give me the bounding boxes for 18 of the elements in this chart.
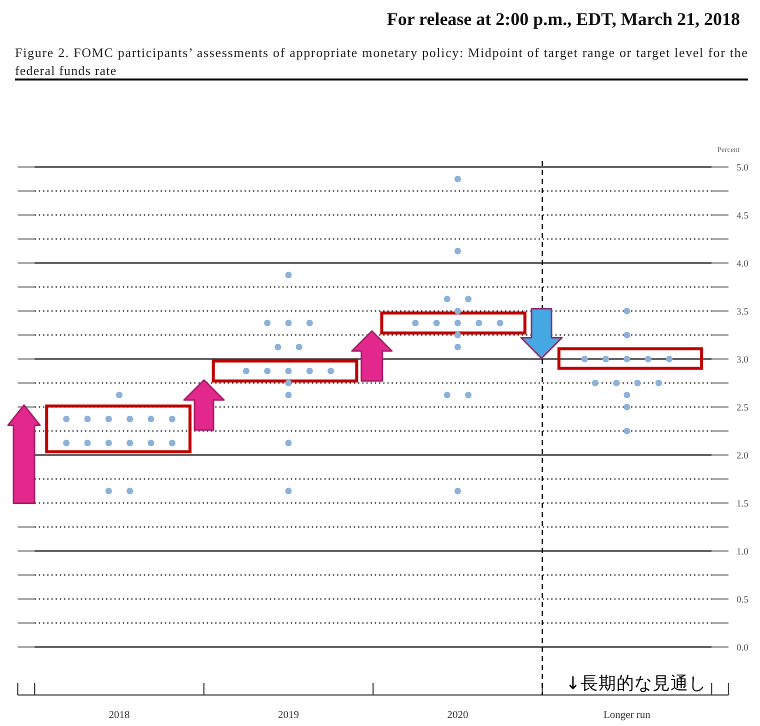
y-tick-label: 3.5	[736, 308, 749, 318]
annotation: ↓長期的な見通し	[566, 674, 706, 694]
text: For release at 2:00 p.m., EDT, March 21, 2018	[386, 9, 740, 29]
y-tick-label: 3.0	[736, 356, 749, 366]
y-tick-label: 1.5	[736, 500, 749, 510]
x-tick-label: 2020	[447, 710, 468, 721]
y-tick-label: 4.5	[736, 212, 749, 222]
x-tick-label: 2019	[278, 710, 299, 721]
x-tick-label: Longer run	[603, 710, 652, 721]
chart-title: Figure 2. FOMC participants’ assessments of appropriate monetary policy: Midpoint of target range or target level for the federal funds rate	[15, 45, 748, 78]
y-tick-label: 2.0	[736, 452, 749, 462]
y-tick-label: 0.5	[736, 596, 749, 606]
y-tick-label: 2.5	[736, 404, 749, 414]
y-tick-label: 0.0	[736, 644, 749, 654]
y-tick-label: 5.0	[736, 164, 749, 174]
y-tick-label: 4.0	[736, 260, 749, 270]
y-tick-label: 1.0	[736, 548, 749, 558]
x-tick-label: 2018	[108, 710, 130, 721]
